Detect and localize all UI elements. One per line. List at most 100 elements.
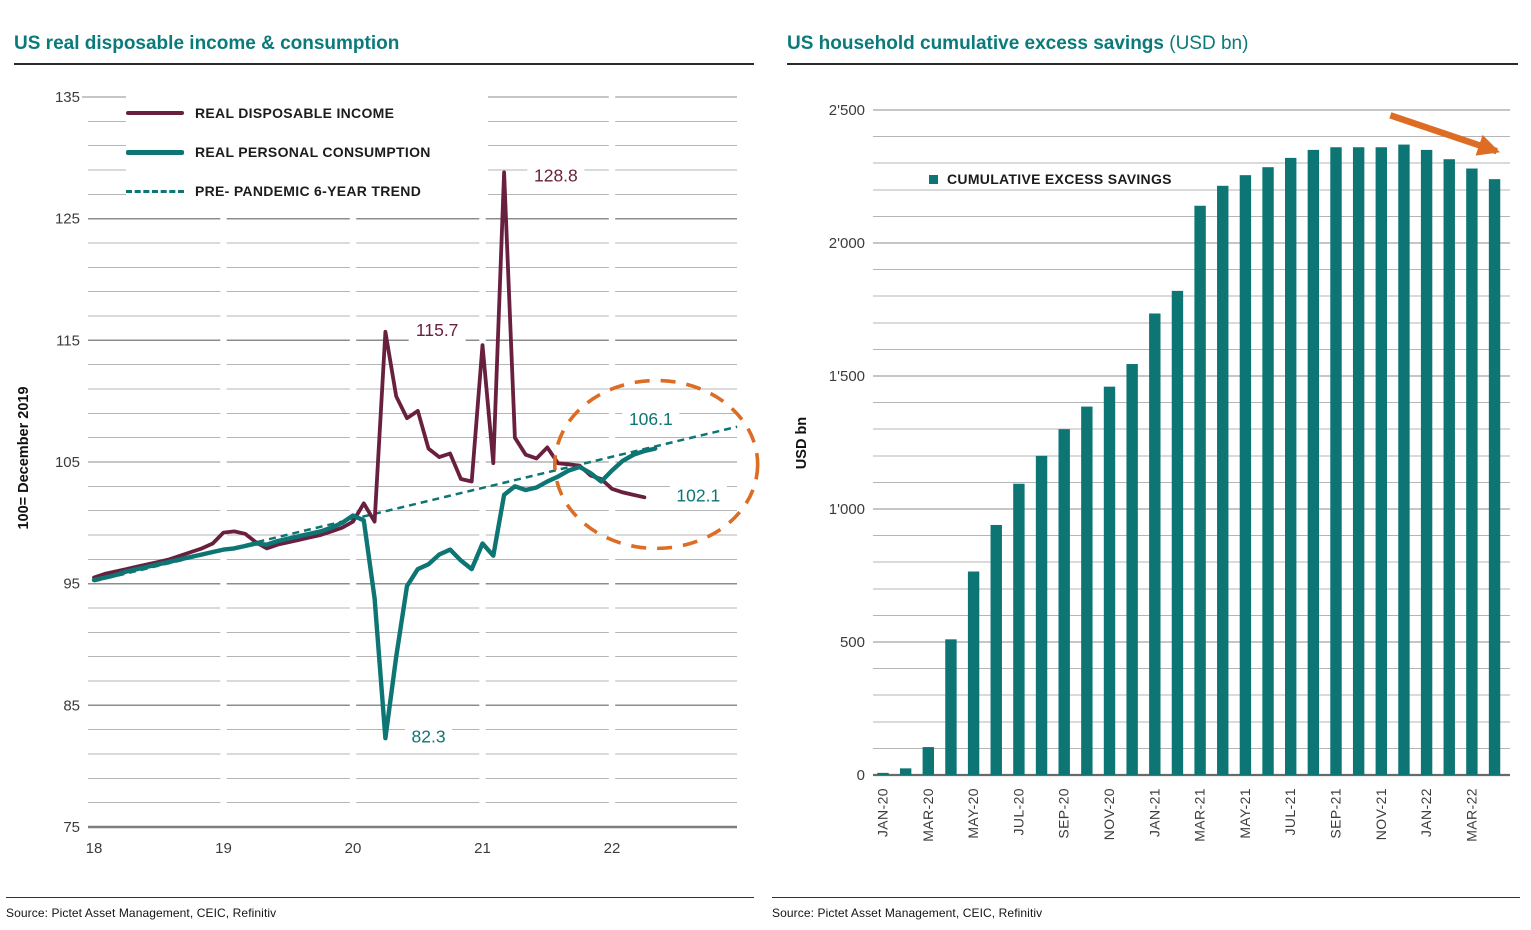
- left-y-axis-labels: 75 85 95 105 115 125 135: [55, 89, 80, 836]
- svg-text:18: 18: [86, 840, 103, 857]
- bar-DEC-20: [1126, 364, 1138, 775]
- bar-APR-21: [1217, 185, 1229, 775]
- excess-savings-chart: 0 500 1'000 1'500 2'000 2'500 USD bn JAN-20 MAR-…: [794, 102, 1510, 842]
- left-annotations: 115.7 128.8 106.1 102.1 82.3: [404, 164, 727, 748]
- bar-MAR-21: [1194, 205, 1206, 775]
- svg-text:JUL-20: JUL-20: [1010, 788, 1026, 836]
- left-source-text: Source: Pictet Asset Management, CEIC, R…: [6, 906, 277, 920]
- svg-text:20: 20: [345, 840, 362, 857]
- bar-MAR-20: [922, 747, 934, 775]
- consumption-line: [91, 446, 658, 741]
- svg-text:125: 125: [55, 211, 80, 228]
- income-line: [92, 170, 647, 580]
- right-title-bold: US household cumulative excess savings: [787, 33, 1164, 54]
- right-source-text: Source: Pictet Asset Management, CEIC, R…: [772, 906, 1043, 920]
- bar-JAN-22: [1420, 149, 1433, 775]
- svg-text:105: 105: [55, 454, 80, 471]
- bar-OCT-20: [1081, 406, 1093, 775]
- bar-SEP-21: [1330, 147, 1342, 776]
- right-x-axis-labels: JAN-20 MAR-20 MAY-20 JUL-20 SEP-20 NOV-20 JAN-…: [875, 788, 1480, 842]
- left-legend: REAL DISPOSABLE INCOME REAL PERSONAL CON…: [126, 96, 488, 208]
- bar-JUN-20: [990, 524, 1002, 775]
- bar-NOV-20: [1103, 386, 1116, 775]
- savings-bar-swatch: [929, 174, 938, 184]
- svg-text:1'000: 1'000: [829, 501, 865, 518]
- svg-text:1'500: 1'500: [829, 368, 865, 385]
- bar-OCT-21: [1352, 147, 1365, 776]
- right-title-rule: [787, 63, 1518, 65]
- legend-label-consumption: REAL PERSONAL CONSUMPTION: [195, 144, 431, 160]
- consumption-line-swatch: [126, 149, 184, 155]
- svg-text:135: 135: [55, 89, 80, 106]
- bar-FEB-21: [1171, 290, 1184, 775]
- svg-text:115: 115: [56, 332, 80, 349]
- legend-label-trend: PRE- PANDEMIC 6-YEAR TREND: [195, 183, 422, 199]
- svg-text:MAR-22: MAR-22: [1463, 788, 1479, 842]
- svg-text:21: 21: [474, 840, 491, 857]
- bar-JAN-21: [1149, 313, 1161, 775]
- svg-text:500: 500: [840, 634, 865, 651]
- income-consumption-panel: US real disposable income & consumption …: [0, 0, 765, 930]
- annotation-106.1: 106.1: [629, 409, 673, 429]
- bar-APR-20: [945, 639, 957, 775]
- svg-text:85: 85: [63, 697, 80, 714]
- income-line-swatch: [126, 111, 184, 115]
- right-legend: CUMULATIVE EXCESS SAVINGS: [925, 169, 1176, 189]
- bar-MAY-20: [967, 571, 980, 775]
- svg-text:JAN-21: JAN-21: [1146, 788, 1162, 837]
- legend-label-income: REAL DISPOSABLE INCOME: [195, 105, 395, 121]
- bar-SEP-20: [1058, 429, 1070, 775]
- bar-NOV-21: [1375, 147, 1387, 776]
- svg-text:MAY-21: MAY-21: [1237, 788, 1253, 839]
- bar-APR-22: [1488, 179, 1501, 775]
- right-chart-title: US household cumulative excess savings (…: [787, 33, 1248, 55]
- svg-text:JAN-22: JAN-22: [1418, 788, 1434, 837]
- svg-text:2'000: 2'000: [829, 235, 865, 252]
- svg-text:2'500: 2'500: [829, 102, 865, 119]
- bar-MAR-22: [1466, 168, 1478, 775]
- left-chart-title: US real disposable income & consumption: [14, 33, 400, 54]
- annotation-115.7: 115.7: [416, 320, 459, 340]
- svg-text:MAY-20: MAY-20: [965, 788, 981, 839]
- annotation-128.8: 128.8: [534, 166, 578, 186]
- legend-item-consumption: REAL PERSONAL CONSUMPTION: [126, 135, 488, 169]
- svg-text:NOV-20: NOV-20: [1101, 788, 1117, 840]
- trend-line-swatch: [126, 189, 184, 193]
- left-title-rule: [14, 63, 754, 65]
- bar-JAN-20: [877, 772, 889, 775]
- annotation-82.3: 82.3: [412, 726, 446, 746]
- svg-text:JUL-21: JUL-21: [1282, 788, 1298, 836]
- bar-AUG-21: [1307, 149, 1320, 775]
- svg-text:19: 19: [215, 840, 232, 857]
- right-y-axis-labels: 0 500 1'000 1'500 2'000 2'500: [829, 102, 865, 784]
- legend-label-savings: CUMULATIVE EXCESS SAVINGS: [947, 171, 1172, 187]
- right-title-unit: (USD bn): [1163, 33, 1249, 54]
- focus-ellipse: [553, 378, 760, 551]
- bar-JUN-21: [1262, 167, 1274, 775]
- left-y-axis-title: 100= December 2019: [16, 386, 32, 529]
- bar-FEB-22: [1443, 159, 1455, 775]
- right-y-axis-title: USD bn: [794, 417, 810, 469]
- excess-savings-panel: US household cumulative excess savings (…: [766, 0, 1531, 930]
- bar-JUL-20: [1013, 483, 1025, 775]
- svg-text:MAR-20: MAR-20: [920, 788, 936, 842]
- svg-text:NOV-21: NOV-21: [1373, 788, 1389, 840]
- svg-text:0: 0: [857, 767, 865, 784]
- svg-text:22: 22: [604, 840, 621, 857]
- annotation-102.1: 102.1: [676, 486, 720, 506]
- legend-item-trend: PRE- PANDEMIC 6-YEAR TREND: [126, 174, 488, 208]
- svg-text:SEP-20: SEP-20: [1056, 788, 1072, 839]
- bar-MAY-21: [1239, 175, 1252, 776]
- left-gridlines: [82, 96, 737, 804]
- svg-text:JAN-20: JAN-20: [875, 788, 891, 837]
- bar-JUL-21: [1285, 157, 1297, 775]
- svg-text:MAR-21: MAR-21: [1192, 788, 1208, 842]
- svg-text:95: 95: [63, 576, 80, 593]
- income-consumption-chart: 75 85 95 105 115 125 135 100= December 2019 18 19…: [16, 89, 760, 857]
- svg-text:75: 75: [63, 819, 80, 836]
- svg-text:SEP-21: SEP-21: [1328, 788, 1344, 839]
- bar-FEB-20: [899, 768, 912, 775]
- left-x-axis-labels: 18 19 20 21 22: [86, 840, 621, 857]
- right-source-rule: [772, 897, 1520, 898]
